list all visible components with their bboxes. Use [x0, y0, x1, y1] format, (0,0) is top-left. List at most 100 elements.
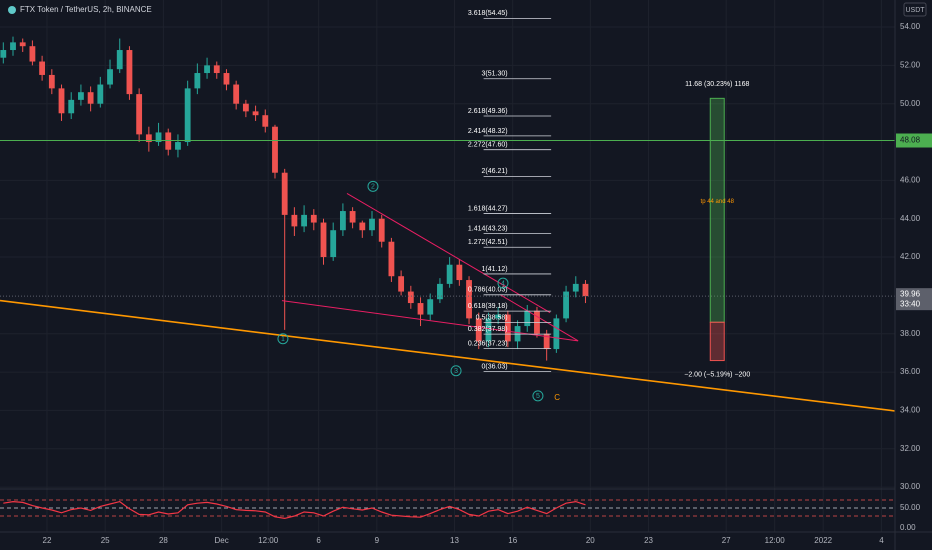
position-target-label: 11.68 (30.23%) 1168 — [685, 81, 749, 88]
currency: USDT — [905, 7, 925, 14]
y-tick-label: 42.00 — [900, 252, 921, 261]
position-loss — [709, 321, 725, 362]
x-tick-label: 12:00 — [258, 536, 279, 545]
candle-body — [252, 111, 259, 116]
fib-label: 1.618(44.27) — [468, 205, 508, 212]
x-tick-label: 12:00 — [765, 536, 786, 545]
y-tick-label: 32.00 — [900, 444, 921, 453]
fib-label: 3.618(54.45) — [468, 10, 508, 17]
y-tick-label: 44.00 — [900, 214, 921, 223]
candle-body — [213, 65, 220, 74]
candle-body — [398, 276, 405, 292]
candle-body — [524, 310, 531, 327]
price-label-box — [896, 133, 932, 148]
candle-body — [39, 61, 46, 75]
y-tick-label: 38.00 — [900, 329, 921, 338]
y2-tick-label: 50.00 — [900, 503, 921, 512]
position-stop-label: −2.00 (−5.19%) −200 — [684, 371, 750, 378]
candle-body — [339, 211, 346, 231]
wave-marker — [450, 365, 462, 377]
last-price-label: 39.96 — [900, 289, 921, 298]
candle-body — [107, 69, 113, 85]
candle-body — [97, 84, 104, 104]
candle-body — [349, 211, 356, 223]
candle-body — [543, 333, 550, 350]
candle-body — [369, 218, 375, 231]
fib-label: 0.618(39.18) — [468, 303, 508, 310]
wave-marker — [277, 333, 289, 345]
candle-body — [204, 65, 210, 74]
annotations: 3.618(54.45) 3(51.30) 2.618(49.36) 2.414(48… — [0, 10, 896, 412]
wave-label: 1 — [281, 336, 285, 343]
candle-body — [563, 291, 569, 319]
wave-label: 5 — [536, 393, 540, 400]
x-tick-label: 9 — [375, 536, 380, 545]
candle-body — [475, 318, 482, 342]
candle-body — [281, 172, 288, 215]
price-label: 48.08 — [900, 136, 921, 145]
candle-body — [0, 50, 7, 58]
candle-body — [582, 283, 589, 297]
candle-body — [427, 299, 434, 315]
fib-label: 2(46.21) — [482, 168, 508, 175]
candle-body — [58, 88, 65, 114]
wave-marker — [532, 390, 544, 402]
candle-body — [10, 42, 16, 51]
candle-body — [194, 73, 201, 89]
candle-body — [184, 88, 191, 143]
candle-body — [359, 222, 366, 231]
x-tick-label: 28 — [159, 536, 168, 545]
fib-label: 0.236(37.23) — [468, 340, 508, 347]
candle-body — [155, 132, 162, 143]
candle-body — [272, 126, 278, 173]
candle-body — [330, 230, 337, 258]
wave-marker — [497, 277, 509, 289]
candle-body — [456, 264, 463, 281]
candle-body — [78, 92, 84, 100]
trendline — [0, 299, 896, 412]
candle-body — [29, 46, 36, 62]
fib-label: 1(41.12) — [482, 266, 508, 273]
fib-label: 0(36.03) — [482, 363, 508, 370]
candle-body — [233, 84, 240, 104]
candle-body — [485, 318, 492, 342]
wave-label: 2 — [371, 184, 375, 191]
candle-body — [175, 142, 181, 150]
x-tick-label: 2022 — [814, 536, 832, 545]
fib-label: 2.272(47.60) — [468, 142, 508, 149]
fib-label: 2.618(49.36) — [468, 108, 508, 115]
candle-body — [320, 222, 327, 258]
wave-c-label: C — [554, 393, 560, 402]
candle-body — [145, 134, 152, 143]
candle-body — [495, 314, 502, 319]
candle-body — [116, 50, 123, 70]
y-tick-label: 36.00 — [900, 367, 921, 376]
currency-box — [903, 2, 927, 17]
y-tick-label: 46.00 — [900, 175, 921, 184]
candle-body — [407, 291, 414, 304]
trendline — [499, 294, 579, 342]
fib-label: 0.382(37.98) — [468, 326, 508, 333]
candle-body — [19, 42, 26, 47]
x-tick-label: 23 — [644, 536, 653, 545]
candle-body — [87, 92, 94, 104]
candle-body — [242, 103, 249, 112]
wave-marker — [367, 180, 379, 192]
x-tick-label: 20 — [586, 536, 595, 545]
y-tick-label: 54.00 — [900, 22, 921, 31]
candle-body — [446, 264, 453, 284]
x-tick-label: 27 — [722, 536, 731, 545]
candle-body — [136, 94, 143, 135]
candle-body — [223, 73, 230, 85]
grid — [0, 0, 895, 532]
y-tick-label: 30.00 — [900, 482, 921, 491]
position-note: tp 44 and 48 — [701, 199, 735, 205]
axes: 54.0052.0050.0046.0044.0042.0038.0036.00… — [43, 22, 932, 545]
symbol-icon — [8, 6, 16, 14]
fib-label: 1.414(43.23) — [468, 225, 508, 232]
x-tick-label: 4 — [879, 536, 884, 545]
candle-body — [68, 99, 75, 114]
candle-body — [572, 283, 579, 292]
